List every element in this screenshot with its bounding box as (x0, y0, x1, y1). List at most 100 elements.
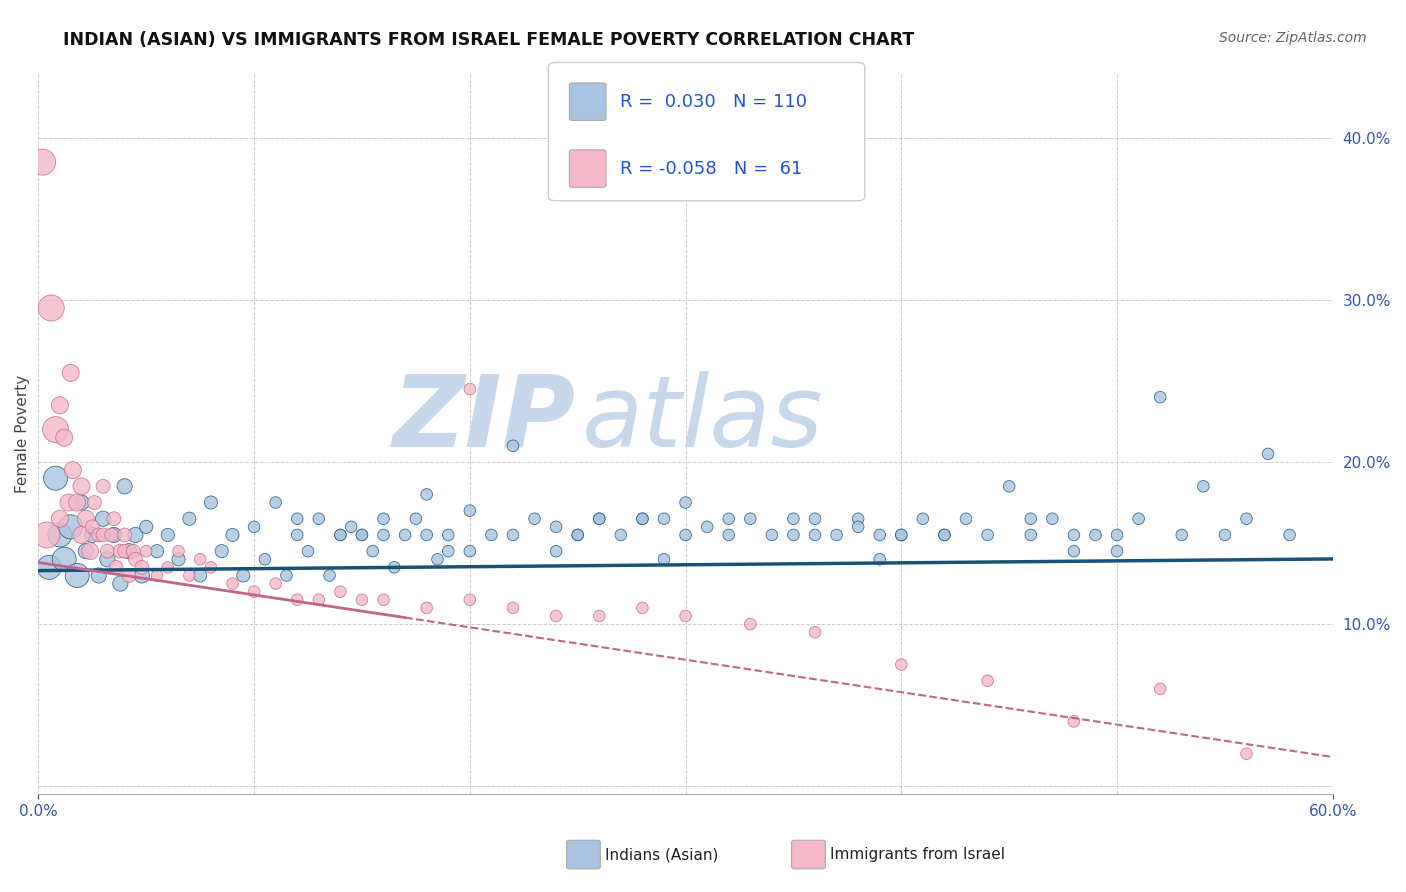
Point (179, 512, 201, 526)
Point (82, 528, 104, 542)
Point (200, 495, 222, 509)
Point (394, 528, 416, 542)
Point (846, 512, 869, 526)
Point (437, 528, 460, 542)
Point (83, 495, 105, 509)
Point (59, 366, 82, 380)
Point (890, 528, 912, 542)
Point (66, 495, 89, 509)
Point (91, 512, 114, 526)
Point (998, 479, 1021, 493)
Point (329, 528, 352, 542)
Point (502, 439, 524, 453)
Point (179, 568, 201, 582)
Point (96, 544, 118, 558)
Text: INDIAN (ASIAN) VS IMMIGRANTS FROM ISRAEL FEMALE POVERTY CORRELATION CHART: INDIAN (ASIAN) VS IMMIGRANTS FROM ISRAEL… (63, 31, 914, 49)
Point (49, 528, 72, 542)
Point (675, 495, 697, 509)
Point (118, 568, 141, 582)
Point (308, 512, 330, 526)
Point (415, 487, 437, 501)
Point (825, 528, 848, 542)
Point (49, 398, 72, 412)
Point (350, 592, 373, 607)
Point (782, 512, 804, 526)
Point (297, 544, 319, 558)
Point (276, 568, 298, 582)
Point (75, 544, 97, 558)
Point (285, 592, 308, 607)
Point (329, 528, 352, 542)
Point (58, 495, 80, 509)
Point (523, 512, 546, 526)
Point (135, 544, 157, 558)
Point (122, 544, 145, 558)
Point (1278, 528, 1301, 542)
Text: atlas: atlas (582, 371, 824, 467)
Point (405, 512, 427, 526)
Point (211, 544, 233, 558)
Point (1040, 512, 1063, 526)
Point (188, 552, 211, 566)
Point (53, 552, 76, 566)
Point (135, 520, 157, 534)
Point (1084, 528, 1107, 542)
Point (675, 609, 697, 624)
Point (382, 560, 405, 574)
Point (167, 544, 190, 558)
Point (1236, 747, 1258, 761)
Point (361, 544, 384, 558)
Point (458, 592, 481, 607)
Point (103, 512, 125, 526)
Point (1063, 544, 1085, 558)
Point (1019, 512, 1042, 526)
Point (114, 544, 136, 558)
Text: R =  0.030   N = 110: R = 0.030 N = 110 (620, 93, 807, 111)
Point (479, 528, 502, 542)
Point (567, 528, 589, 542)
Point (1192, 479, 1215, 493)
Point (588, 512, 610, 526)
Point (124, 528, 146, 542)
Point (1019, 528, 1042, 542)
Point (373, 592, 395, 607)
Point (458, 382, 481, 396)
Point (156, 560, 179, 574)
Point (70, 495, 93, 509)
Point (1128, 512, 1150, 526)
Point (285, 512, 308, 526)
Point (1149, 390, 1171, 404)
Point (1063, 714, 1085, 729)
Point (114, 479, 136, 493)
Point (588, 609, 610, 624)
Point (782, 528, 804, 542)
Point (82, 520, 104, 534)
Point (146, 544, 169, 558)
Point (869, 528, 891, 542)
Point (350, 528, 373, 542)
Point (1171, 528, 1194, 542)
Point (105, 560, 128, 574)
Text: R = -0.058   N =  61: R = -0.058 N = 61 (620, 160, 803, 178)
Point (100, 528, 122, 542)
Point (546, 544, 568, 558)
Point (91, 479, 114, 493)
Point (38, 560, 60, 574)
Point (243, 584, 266, 599)
Point (546, 520, 568, 534)
Point (437, 544, 460, 558)
Point (31, 155, 53, 169)
Point (318, 568, 340, 582)
Point (124, 552, 146, 566)
Point (45, 471, 67, 485)
Point (350, 528, 373, 542)
Point (1149, 681, 1171, 696)
Point (546, 609, 568, 624)
Point (415, 528, 437, 542)
Text: Source: ZipAtlas.com: Source: ZipAtlas.com (1219, 31, 1367, 45)
Point (652, 552, 675, 566)
Point (53, 431, 76, 445)
Point (75, 512, 97, 526)
Point (188, 568, 211, 582)
Point (156, 528, 179, 542)
